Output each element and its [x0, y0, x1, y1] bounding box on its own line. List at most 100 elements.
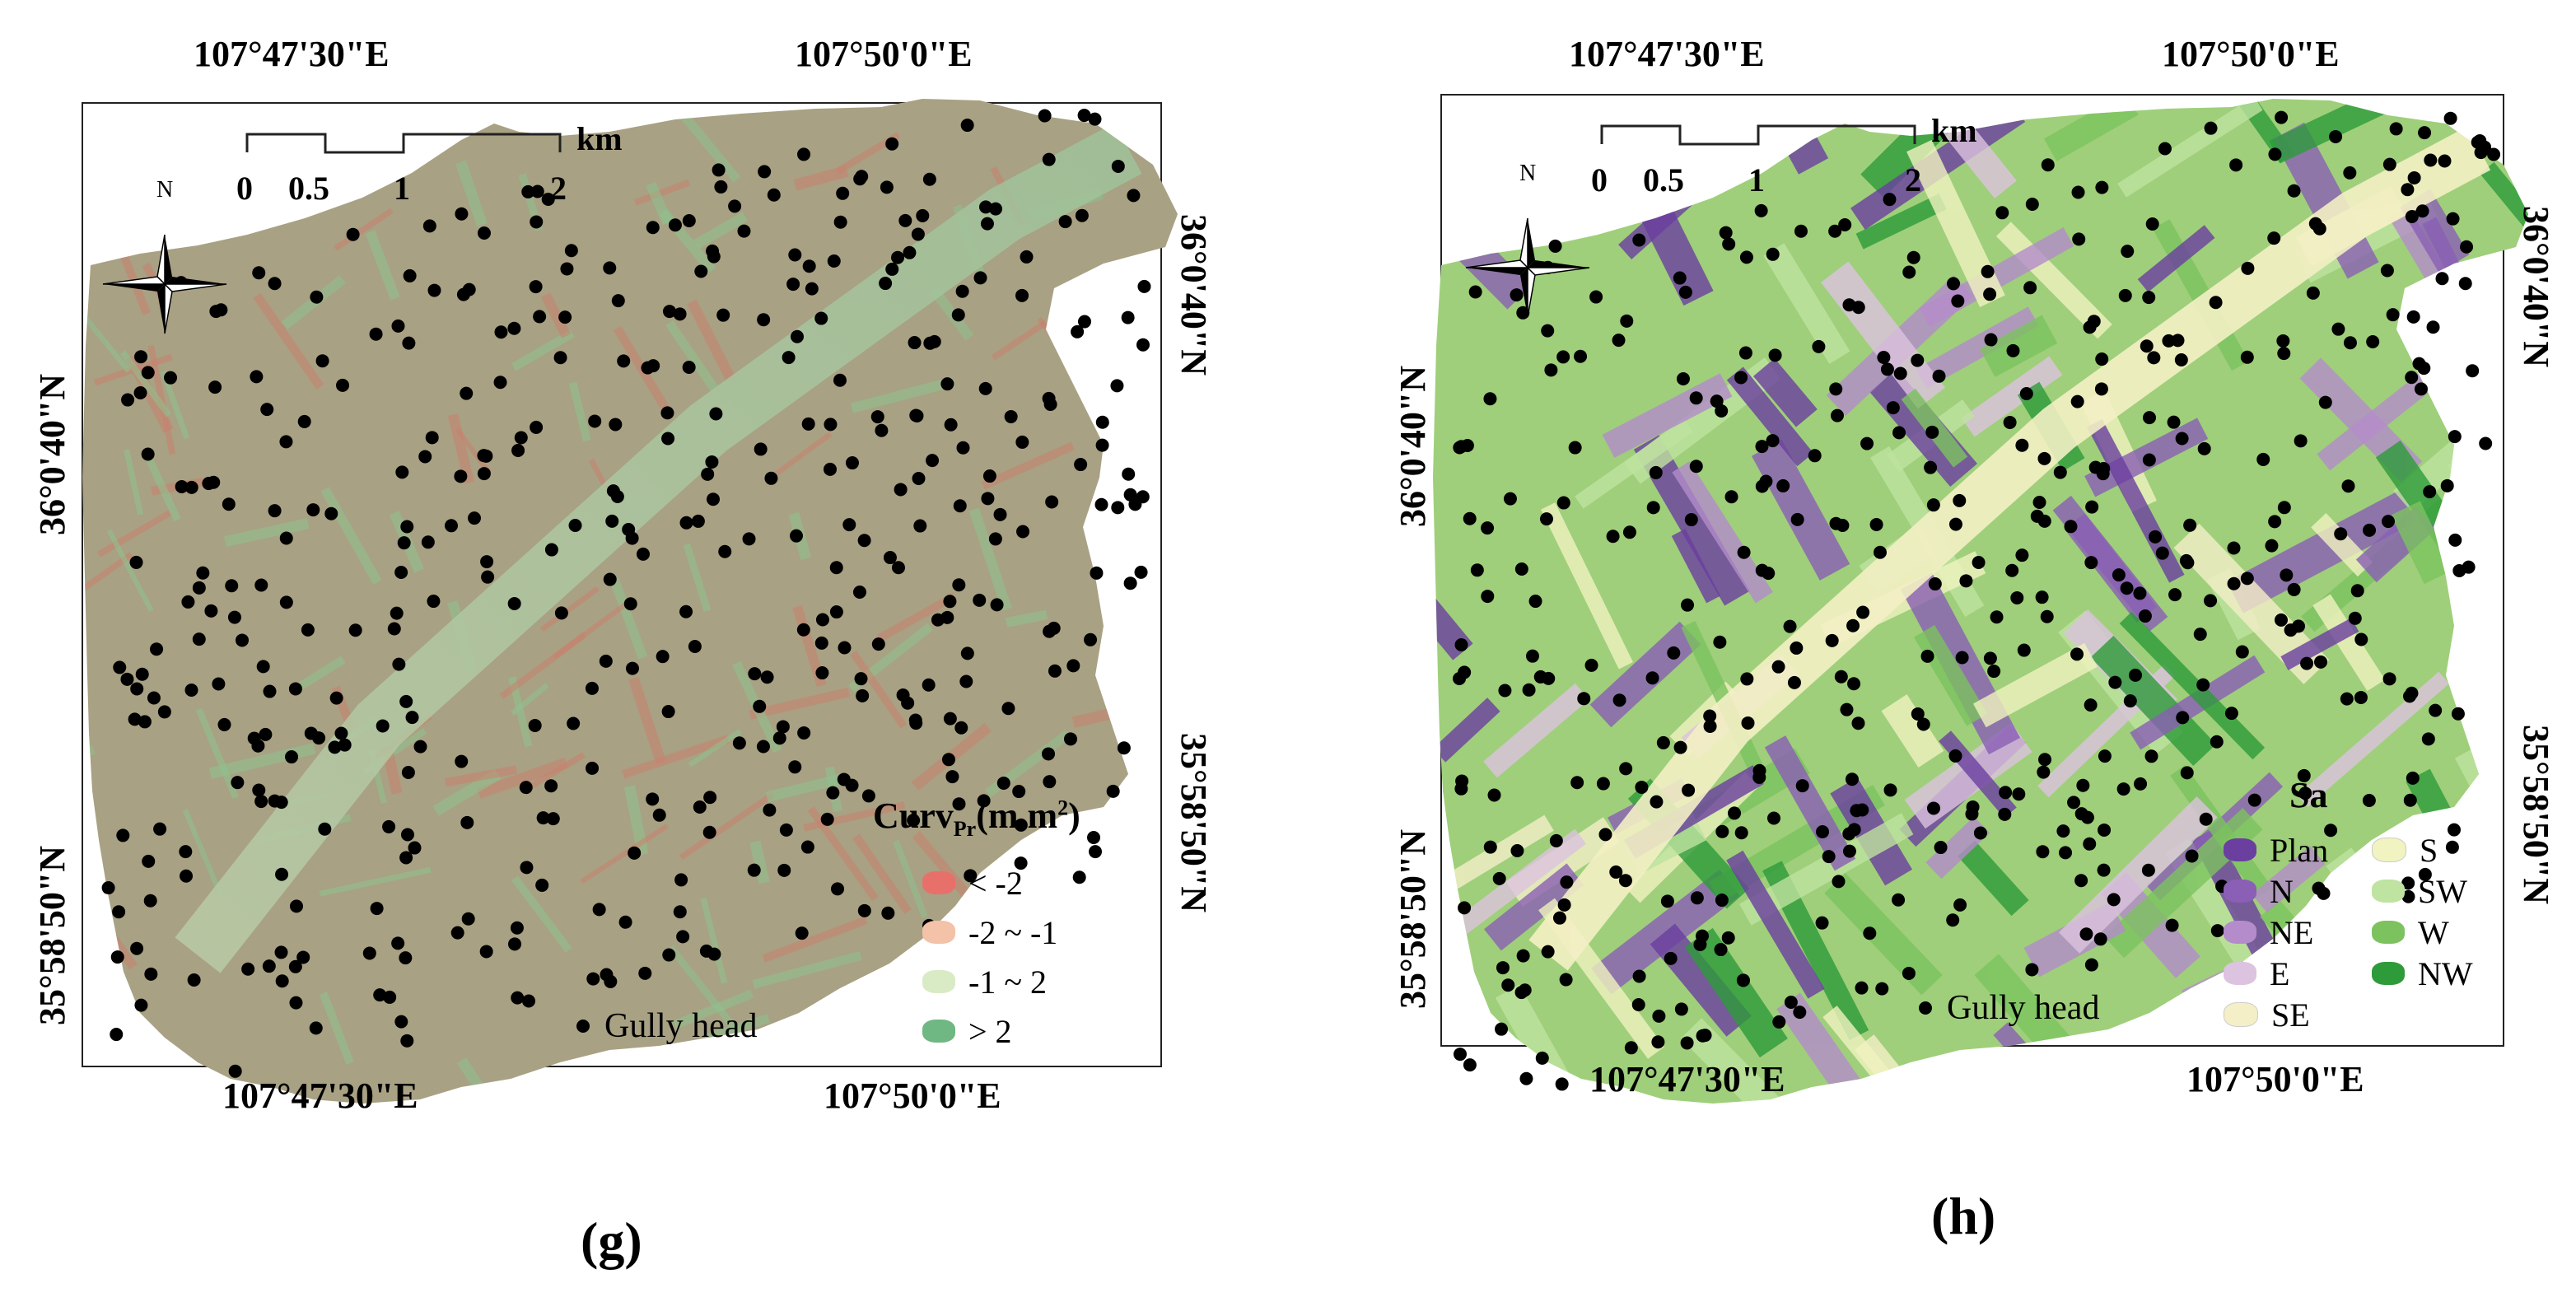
gully-head-point	[2083, 837, 2097, 851]
gully-head-point	[2324, 824, 2338, 838]
gully-head-point	[2426, 320, 2440, 334]
terrain-streak	[529, 752, 586, 790]
gully-head-point	[1043, 397, 1057, 411]
gully-head-point	[1873, 545, 1887, 559]
gully-head-point	[560, 262, 574, 276]
gully-head-point	[1734, 371, 1748, 385]
gully-head-point	[296, 950, 310, 964]
gully-head-point	[231, 776, 245, 790]
gully-head-point	[147, 691, 161, 705]
terrain-streak	[803, 801, 906, 832]
gully-head-point	[2363, 523, 2377, 537]
gully-head-point	[1703, 719, 1717, 733]
gully-head-point	[521, 184, 535, 198]
gully-head-point	[776, 720, 790, 734]
gully-head-point	[2280, 568, 2294, 582]
terrain-streak	[455, 427, 492, 476]
gully-head-point	[1487, 788, 1501, 802]
gully-head-point	[130, 941, 144, 955]
gully-head-point	[2458, 277, 2472, 291]
gully-head-point	[507, 596, 521, 610]
gully-head-point	[2403, 689, 2416, 703]
gully-head-point	[494, 325, 508, 339]
gully-head-point	[1787, 675, 1801, 689]
gully-head-point	[2287, 582, 2301, 596]
gully-head-point	[2247, 793, 2261, 807]
gully-head-point	[2406, 310, 2420, 324]
gully-head-point	[2176, 711, 2190, 725]
aspect-stripe	[1979, 315, 2058, 377]
aspect-stripe	[1483, 683, 1589, 778]
gully-head-point	[944, 418, 958, 432]
gully-head-point	[907, 814, 921, 828]
gully-head-point	[544, 543, 558, 557]
aspect-stripe	[1995, 222, 2112, 339]
gully-head-point	[1752, 770, 1766, 784]
terrain-streak	[106, 529, 154, 613]
terrain-streak	[762, 916, 868, 963]
gully-head-point	[383, 990, 397, 1004]
gully-head-point	[1498, 684, 1512, 698]
gully-head-point	[401, 766, 415, 780]
aspect-stripe	[1753, 358, 1818, 427]
gully-head-point	[2401, 876, 2415, 890]
gully-head-point	[618, 915, 632, 929]
gully-head-point	[1074, 458, 1088, 472]
gully-head-point	[2036, 845, 2050, 859]
gully-head-point	[510, 921, 524, 935]
gully-head-point	[150, 642, 164, 656]
gully-head-point	[334, 726, 348, 740]
lat-right-lower-g: 35°58'50"N	[1174, 733, 1214, 913]
gully-head-point	[2053, 465, 2067, 479]
aspect-stripe	[1916, 1081, 2031, 1104]
gully-head-point	[981, 492, 995, 506]
gully-head-point	[1064, 732, 1078, 746]
gully-head-point	[592, 903, 606, 917]
gully-head-point	[742, 532, 756, 546]
gully-head-point	[1468, 285, 1482, 299]
gully-head-point	[898, 213, 912, 227]
gully-head-point	[2199, 812, 2213, 826]
gully-head-point	[945, 770, 959, 784]
gully-head-point	[530, 215, 544, 229]
gully-head-point	[980, 217, 994, 231]
gully-head-point	[1066, 659, 1080, 673]
gully-head-point	[1816, 825, 1830, 839]
gully-head-point	[1631, 998, 1645, 1012]
aspect-stripe	[1726, 366, 1814, 467]
gully-head-point	[1072, 870, 1086, 884]
gully-head-point	[1649, 465, 1663, 479]
gully-head-point	[805, 282, 819, 296]
gully-head-point	[101, 881, 115, 895]
gully-head-point	[1902, 966, 1916, 980]
gully-head-point	[184, 480, 198, 494]
gully-head-point	[993, 507, 1007, 521]
gully-head-point	[702, 825, 716, 839]
gully-head-point	[1998, 807, 2012, 821]
gully-head-point	[2292, 619, 2306, 633]
gully-head-point	[256, 660, 270, 674]
gully-head-point	[617, 354, 631, 368]
gully-head-point	[461, 912, 475, 926]
gully-head-point	[1121, 310, 1135, 324]
gully-head-point	[279, 531, 293, 545]
gully-head-point	[2174, 352, 2188, 366]
gully-head-point	[228, 1064, 242, 1078]
gully-head-point	[134, 350, 148, 364]
terrain-streak	[679, 791, 775, 861]
gully-head-point	[2423, 485, 2437, 499]
aspect-stripe	[1824, 873, 1943, 996]
gully-head-point	[1724, 490, 1738, 504]
gully-head-point	[370, 902, 384, 916]
gully-head-point	[1577, 692, 1591, 706]
gully-head-point	[688, 639, 702, 653]
gully-head-point	[901, 696, 915, 710]
aspect-stripe	[1764, 735, 1856, 871]
terrain-streak	[182, 809, 223, 896]
aspect-stripe	[2117, 99, 2263, 198]
legend-swatch-icon	[2224, 838, 2256, 861]
gully-head-point	[943, 595, 957, 609]
gully-head-point	[1883, 193, 1897, 207]
legend-item-h-7: W	[2372, 914, 2449, 951]
gully-head-point	[1481, 590, 1495, 604]
